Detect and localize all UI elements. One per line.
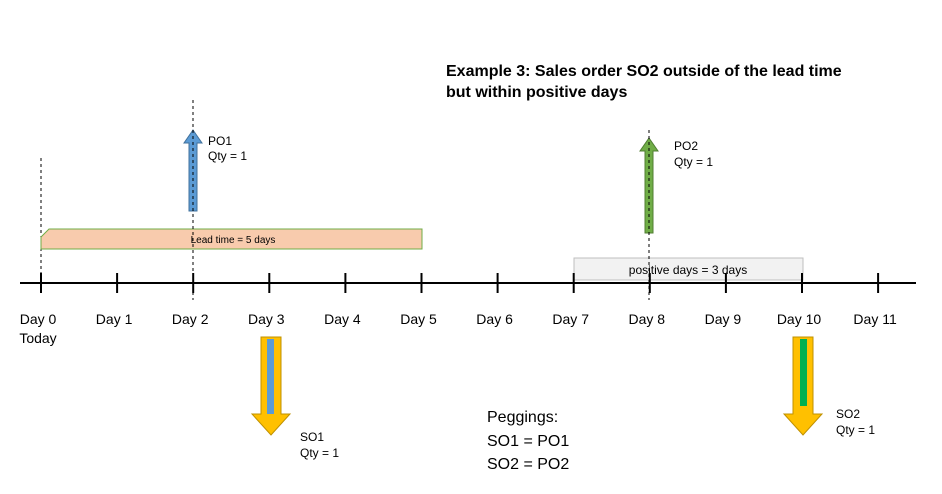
day-label-5: Day 5	[400, 311, 437, 327]
timeline-ticks	[40, 273, 880, 293]
pegging-line-2: SO2 = PO2	[487, 456, 569, 473]
lead-time-label: Lead time = 5 days	[191, 235, 276, 246]
so1-qty: Qty = 1	[300, 446, 339, 460]
day-labels: Day 0 Day 1 Day 2 Day 3 Day 4 Day 5 Day 6 Day 7…	[20, 311, 897, 327]
peggings-title: Peggings:	[487, 409, 558, 426]
day-label-3: Day 3	[248, 311, 285, 327]
po2-qty: Qty = 1	[674, 155, 713, 169]
po2-name: PO2	[674, 139, 698, 153]
positive-days-bar	[573, 257, 804, 281]
so2-inner-bar	[800, 339, 807, 406]
day-label-1: Day 1	[96, 311, 133, 327]
po1-qty: Qty = 1	[208, 149, 247, 163]
today-label: Today	[19, 330, 56, 346]
day-label-4: Day 4	[324, 311, 361, 327]
day-label-0: Day 0	[20, 311, 57, 327]
so1-inner-bar	[267, 339, 274, 414]
day-label-8: Day 8	[629, 311, 666, 327]
po1-name: PO1	[208, 134, 232, 148]
day-label-7: Day 7	[552, 311, 589, 327]
title-line-2: but within positive days	[446, 84, 627, 101]
day-label-11: Day 11	[853, 311, 897, 327]
lead-time-bar	[40, 228, 423, 250]
day-label-10: Day 10	[777, 311, 822, 327]
title-line-1: Example 3: Sales order SO2 outside of th…	[446, 63, 842, 80]
so2-name: SO2	[836, 407, 860, 421]
day-label-2: Day 2	[172, 311, 209, 327]
day-label-6: Day 6	[476, 311, 513, 327]
positive-days-label: positive days = 3 days	[629, 263, 747, 277]
so2-qty: Qty = 1	[836, 423, 875, 437]
day-label-9: Day 9	[705, 311, 742, 327]
so1-name: SO1	[300, 430, 324, 444]
pegging-line-1: SO1 = PO1	[487, 433, 569, 450]
